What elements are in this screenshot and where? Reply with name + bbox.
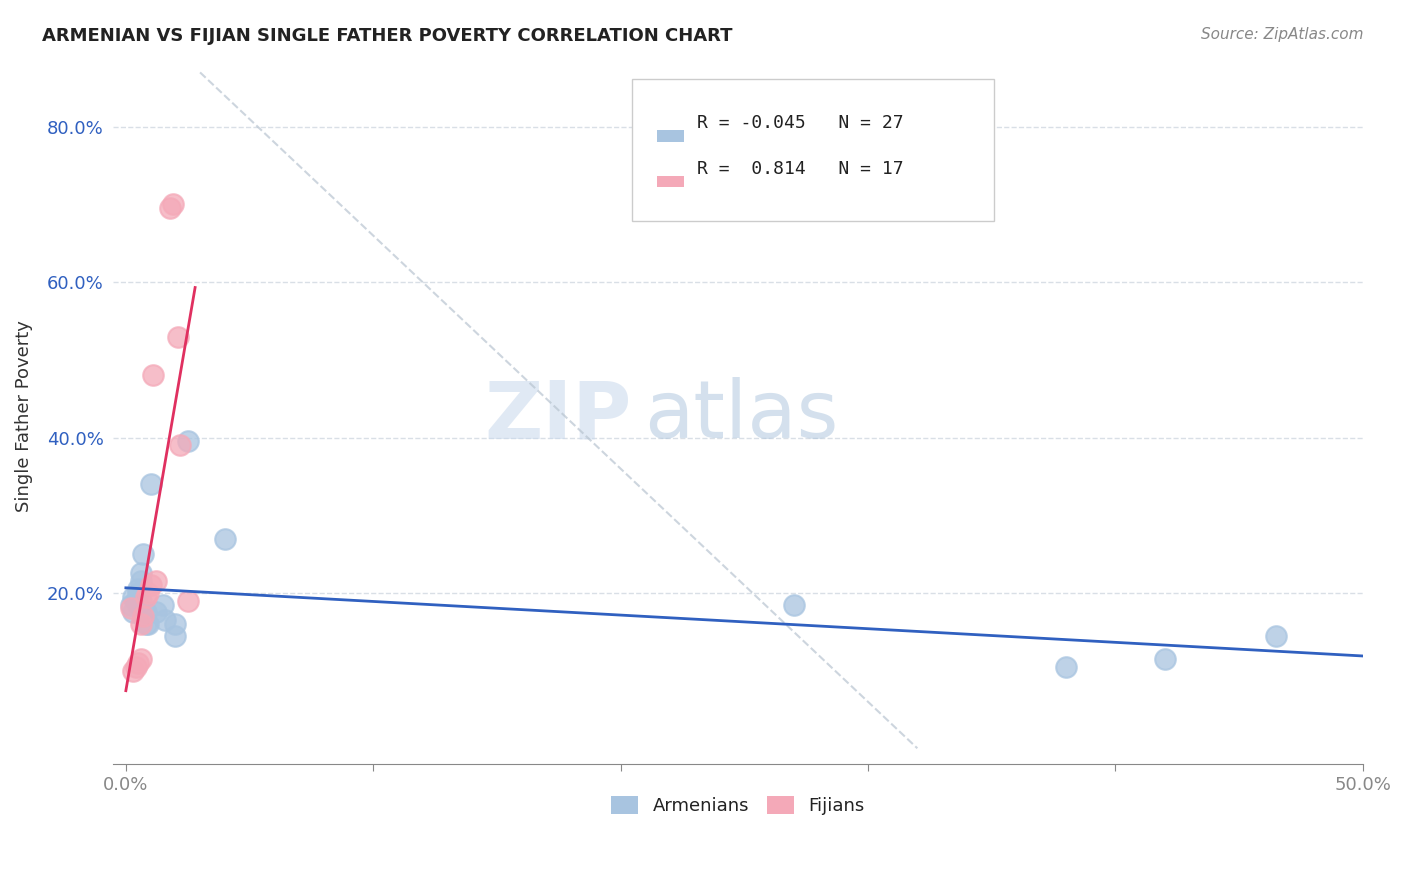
Bar <box>657 176 685 186</box>
Point <box>129 593 152 607</box>
Text: Source: ZipAtlas.com: Source: ZipAtlas.com <box>1201 27 1364 42</box>
Point <box>162 197 184 211</box>
Point <box>129 574 152 589</box>
Point <box>125 659 148 673</box>
Point <box>135 617 157 632</box>
Point <box>155 613 177 627</box>
Point <box>176 434 198 449</box>
Bar <box>657 130 685 142</box>
Point <box>135 590 157 604</box>
Point <box>127 582 149 596</box>
Point <box>132 547 155 561</box>
Point <box>1265 629 1288 643</box>
Y-axis label: Single Father Poverty: Single Father Poverty <box>15 320 32 512</box>
Text: R = -0.045   N = 27: R = -0.045 N = 27 <box>697 114 904 132</box>
Point <box>122 605 145 619</box>
Point <box>129 652 152 666</box>
Point <box>122 664 145 678</box>
Point <box>1153 652 1175 666</box>
Point <box>120 598 142 612</box>
Point <box>136 586 159 600</box>
Text: atlas: atlas <box>644 377 839 455</box>
Point <box>139 578 162 592</box>
Point <box>145 605 167 619</box>
Point <box>127 598 149 612</box>
Point <box>165 617 187 632</box>
Point <box>127 586 149 600</box>
Point <box>145 574 167 589</box>
Point <box>169 438 191 452</box>
Point <box>129 566 152 581</box>
Point <box>214 532 236 546</box>
Point <box>122 590 145 604</box>
Text: R =  0.814   N = 17: R = 0.814 N = 17 <box>697 161 904 178</box>
Point <box>132 609 155 624</box>
Point <box>142 368 165 383</box>
Point <box>125 593 148 607</box>
Point <box>129 617 152 632</box>
Point <box>139 477 162 491</box>
Point <box>159 202 181 216</box>
Point <box>1054 659 1077 673</box>
Point <box>152 598 174 612</box>
FancyBboxPatch shape <box>631 79 994 221</box>
Point <box>135 605 157 619</box>
Point <box>136 617 159 632</box>
Legend: Armenians, Fijians: Armenians, Fijians <box>602 787 875 824</box>
Point <box>176 593 198 607</box>
Text: ARMENIAN VS FIJIAN SINGLE FATHER POVERTY CORRELATION CHART: ARMENIAN VS FIJIAN SINGLE FATHER POVERTY… <box>42 27 733 45</box>
Text: ZIP: ZIP <box>485 377 631 455</box>
Point <box>120 601 142 615</box>
Point <box>127 656 149 670</box>
Point <box>132 609 155 624</box>
Point <box>782 598 804 612</box>
Point <box>166 329 188 343</box>
Point <box>165 629 187 643</box>
